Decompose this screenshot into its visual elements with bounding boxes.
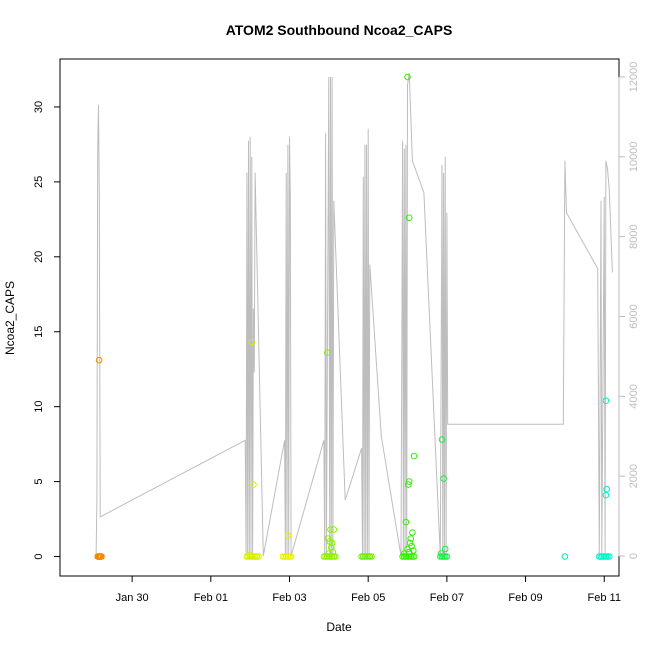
data-point [327, 526, 334, 533]
data-point [329, 548, 337, 556]
data-point [250, 481, 257, 488]
data-point [410, 452, 418, 460]
x-tick-label: Feb 09 [508, 592, 542, 604]
secondary-line-layer [95, 72, 613, 557]
plot-frame [59, 58, 620, 577]
data-point [404, 73, 411, 81]
y2-axis: 0 2000 4000 6000 8000 10000 12000 [618, 62, 640, 559]
data-point [443, 553, 451, 560]
data-point [437, 550, 445, 557]
plot-border [59, 58, 620, 577]
y-tick-label: 25 [33, 176, 45, 188]
x-tick-label: Feb 03 [272, 592, 306, 604]
data-point [605, 553, 613, 560]
chart-title: ATOM2 Southbound Ncoa2_CAPS [226, 22, 453, 38]
data-point [405, 214, 413, 222]
data-point [602, 397, 610, 405]
data-point [368, 553, 375, 560]
x-tick-label: Feb 05 [351, 592, 385, 604]
y2-tick-label: 6000 [628, 304, 640, 328]
data-point [402, 518, 410, 526]
data-point [401, 550, 408, 557]
y-tick-label: 30 [33, 101, 45, 113]
data-point [323, 349, 331, 357]
data-point [410, 547, 417, 554]
points-layer [94, 73, 613, 560]
x-tick-label: Feb 07 [430, 592, 464, 604]
data-point [438, 436, 446, 443]
secondary-series-line [95, 72, 613, 557]
y-tick-label: 0 [33, 553, 45, 559]
data-point [328, 539, 336, 547]
data-point [441, 545, 449, 553]
x-axis-label: Date [326, 620, 352, 634]
y2-tick-label: 0 [628, 553, 640, 559]
y2-tick-label: 12000 [628, 62, 640, 93]
data-point [409, 529, 416, 536]
data-point [287, 553, 295, 560]
x-tick-label: Feb 11 [588, 592, 621, 604]
y-tick-label: 15 [33, 326, 45, 338]
data-point [255, 553, 262, 560]
data-point [325, 550, 333, 557]
data-point [246, 551, 254, 559]
y-axis-label: Ncoa2_CAPS [3, 281, 17, 355]
x-tick-label: Jan 30 [116, 592, 149, 604]
data-point [405, 478, 413, 485]
data-point [98, 553, 105, 560]
data-point [440, 475, 447, 482]
x-tick-label: Feb 01 [194, 592, 228, 604]
data-point [561, 553, 569, 560]
data-point [248, 338, 256, 346]
y2-tick-label: 2000 [628, 464, 640, 488]
data-point [407, 535, 415, 542]
x-axis: Jan 30 Feb 01 Feb 03 Feb 05 Feb 07 Feb 09 Feb … [116, 575, 621, 604]
y-axis: 0 5 10 15 20 25 30 [33, 101, 61, 560]
data-point [95, 356, 103, 364]
data-point [328, 544, 335, 551]
data-point [330, 526, 338, 533]
y2-tick-label: 4000 [628, 384, 640, 408]
data-point [405, 481, 412, 488]
y2-tick-label: 8000 [628, 224, 640, 248]
data-point [284, 532, 292, 539]
y2-tick-label: 10000 [628, 142, 640, 173]
data-point [602, 491, 610, 499]
y-tick-label: 5 [33, 479, 45, 485]
y-tick-label: 10 [33, 401, 45, 413]
y-tick-label: 20 [33, 251, 45, 263]
